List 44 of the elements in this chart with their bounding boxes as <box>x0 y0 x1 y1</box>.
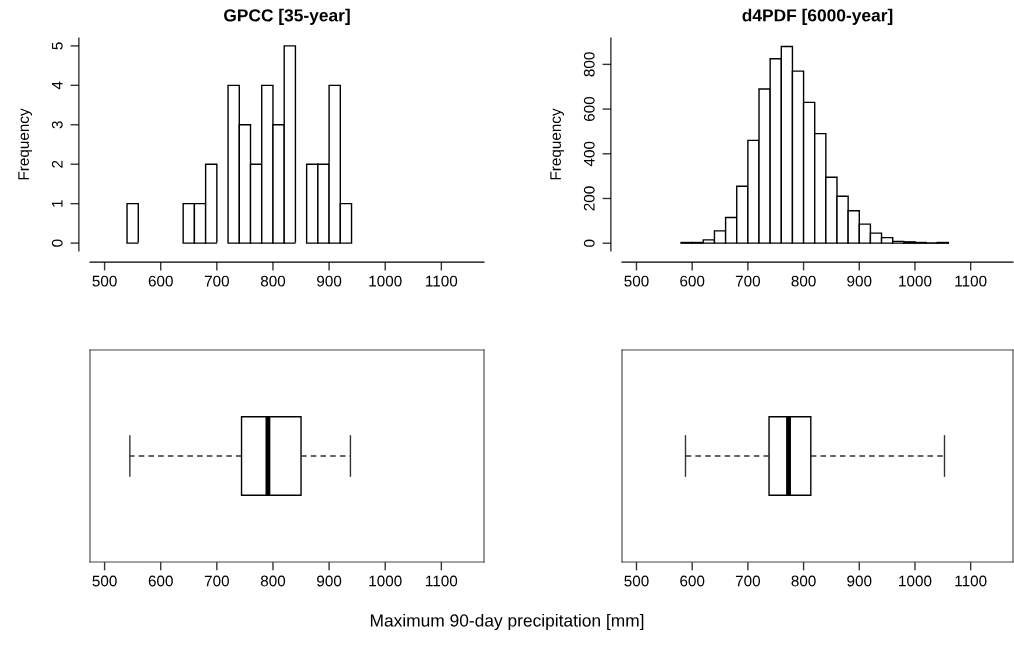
y-tick-label: 4 <box>52 81 63 90</box>
x-tick-label: 900 <box>317 575 342 587</box>
x-tick-label: 600 <box>148 575 173 587</box>
x-tick-label: 500 <box>92 575 117 587</box>
x-tick-label: 800 <box>260 275 286 287</box>
x-tick-label: 800 <box>791 275 816 287</box>
x-tick-label: 900 <box>317 275 342 287</box>
y-axis-title: Frequency <box>18 108 33 180</box>
y-tick-label: 1 <box>52 200 63 207</box>
y-tick-label: 800 <box>583 52 595 77</box>
x-tick-label: 700 <box>735 275 761 287</box>
x-tick-label: 500 <box>92 275 117 287</box>
x-tick-label: 800 <box>791 575 816 587</box>
y-tick-label: 5 <box>52 42 63 50</box>
y-tick-label: 200 <box>583 186 595 211</box>
x-tick-label: 900 <box>847 275 872 287</box>
x-tick-label: 1100 <box>426 275 458 287</box>
y-tick-label: 0 <box>583 239 595 247</box>
x-tick-label: 600 <box>680 575 705 587</box>
x-tick-label: 600 <box>148 275 173 287</box>
chart-title: d4PDF [6000-year] <box>742 8 893 25</box>
x-tick-label: 500 <box>624 275 649 287</box>
text: Maximum 90-day precipitation [mm] <box>370 613 644 631</box>
x-tick-label: 700 <box>735 575 761 587</box>
x-tick-label: 1100 <box>955 575 987 587</box>
y-tick-label: 2 <box>51 160 63 168</box>
x-tick-label: 600 <box>680 275 705 287</box>
x-tick-label: 1000 <box>899 275 932 287</box>
y-tick-label: 400 <box>583 141 595 167</box>
chart-title: GPCC [35-year] <box>224 8 350 25</box>
x-tick-label: 1000 <box>369 575 402 587</box>
y-tick-label: 3 <box>51 121 63 129</box>
x-tick-label: 500 <box>624 575 649 587</box>
x-tick-label: 800 <box>260 575 286 587</box>
y-axis-title: Frequency <box>550 108 565 180</box>
x-tick-label: 1000 <box>369 275 402 287</box>
x-tick-label: 700 <box>204 575 229 587</box>
x-tick-label: 1100 <box>426 575 458 587</box>
x-tick-label: 900 <box>847 575 872 587</box>
x-tick-label: 700 <box>204 275 229 287</box>
y-tick-label: 0 <box>51 239 63 247</box>
x-tick-label: 1000 <box>899 575 932 587</box>
y-tick-label: 600 <box>583 96 595 122</box>
x-tick-label: 1100 <box>955 275 987 287</box>
